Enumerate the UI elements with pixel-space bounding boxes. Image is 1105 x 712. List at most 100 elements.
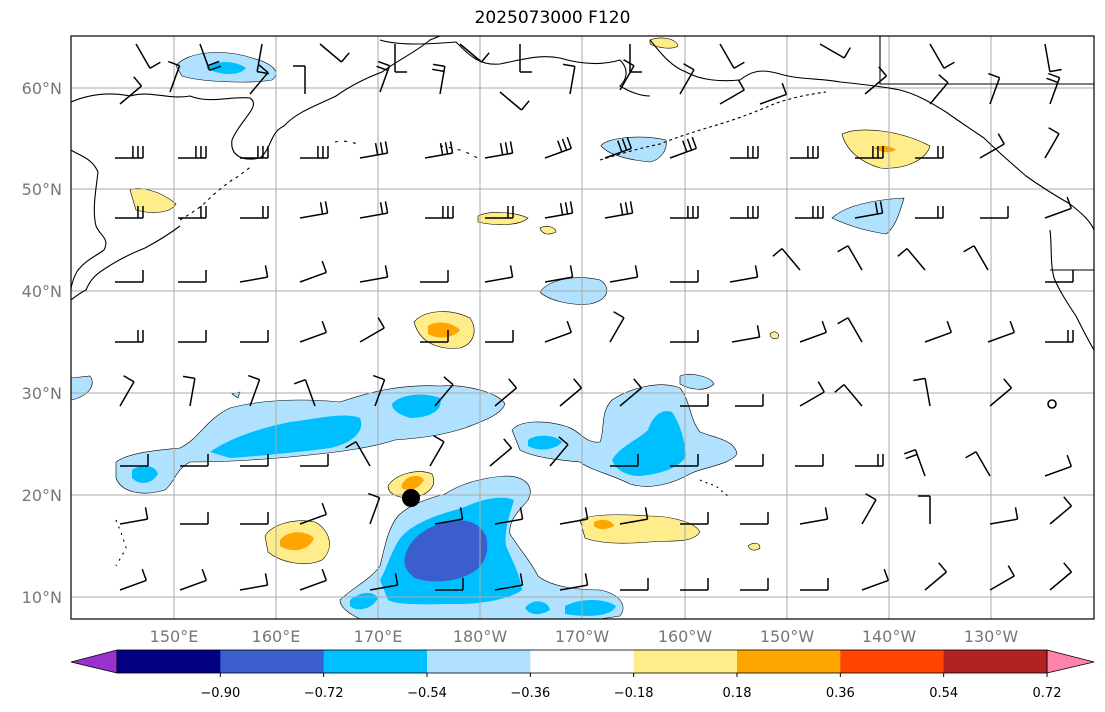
wind-barb [670,330,699,343]
wind-barb [484,141,514,159]
wind-barb [299,260,328,283]
wind-barb [799,507,829,525]
colorbar-cell [943,650,1048,673]
wind-barb [610,454,639,467]
wind-barb [182,375,196,407]
wind-barb [394,44,407,73]
lat-label: 20°N [22,486,62,505]
wind-barb [1049,496,1073,525]
wind-barb [299,201,329,219]
wind-barb [429,435,445,467]
wind-barb [424,141,454,159]
wind-barb [494,573,524,591]
colorbar-tick-label: −0.18 [614,686,654,701]
wind-barb [559,507,589,525]
aleutian-chain [599,91,827,161]
wind-barb [434,507,464,525]
wind-barb [178,206,207,219]
kuril-islands [179,165,253,221]
wind-barb [1044,127,1060,159]
lon-label: 170°W [555,627,610,646]
wind-barb [989,378,1013,407]
wind-barb [168,60,181,93]
wind-barb [293,378,316,407]
wind-barb [918,495,931,524]
wind-barb [119,507,149,525]
wind-barb [855,454,884,467]
wind-barb [115,206,144,219]
wind-barb [345,441,371,467]
pacific-islands [334,140,481,161]
hurricane-ring [1047,399,1057,409]
colorbar-tick-label: 0.72 [1033,686,1062,701]
wind-barb [719,43,745,69]
colorbar-cell [323,650,428,673]
hawaii [699,479,731,499]
wind-barb [903,448,926,477]
wind-barb [795,454,824,467]
storm-marker [402,489,420,507]
wind-barb [1045,270,1074,283]
wind-barb [359,265,389,283]
wind-barb [837,317,863,343]
wind-barb [988,72,1001,105]
wind-barb [368,492,381,525]
wind-barb [1044,196,1073,219]
wind-barb [924,562,948,591]
wind-barb [299,320,328,343]
wind-barb [494,507,524,525]
wind-barb [319,43,350,63]
graticule [71,36,1094,619]
colorbar-tick-label: 0.18 [723,686,752,701]
lon-label: 170°E [354,627,403,646]
wind-barb [119,76,143,105]
wind-barb [735,454,764,467]
wind-barb [376,60,391,93]
wind-barb [299,568,328,591]
wind-barb [799,320,828,343]
wind-barb [249,64,269,95]
wind-barb [499,91,530,111]
colorbar-max-extension [1046,649,1095,674]
colorbar-tick-label: 0.54 [929,686,958,701]
colorbar-cell [840,650,945,673]
wind-barb [180,512,209,525]
wind-barb [485,206,514,219]
wind-barb [549,436,569,467]
wind-barb [519,44,532,73]
wind-barb [359,201,389,219]
wind-barb [180,454,209,467]
wind-barb [795,206,824,219]
lon-label: 130°W [964,627,1019,646]
wind-barb [369,573,399,591]
wind-barb [680,578,709,591]
colorbar-cell [220,650,325,673]
lon-label: 140°W [862,627,917,646]
wind-barb [240,330,269,343]
lon-label: 160°W [658,627,713,646]
wind-barb [861,493,877,525]
na-west-coast [1049,229,1094,351]
wind-barb [544,265,574,283]
colorbar-cell [427,650,531,673]
wind-barb [135,43,161,69]
colorbar-cell [117,650,221,673]
asia-coast [71,36,441,160]
wind-barb [489,438,513,467]
wind-barb [855,146,884,159]
wind-barb [119,568,148,591]
wind-barb [1044,43,1062,73]
wind-barb [240,512,269,525]
wind-barb [432,63,446,95]
chukotka-coast [379,39,651,97]
wind-barb [562,63,576,95]
wind-barb [979,133,1005,159]
wind-barb [759,82,788,105]
wind-barb [729,265,759,283]
wind-barb [544,320,573,343]
wind-barb [619,378,643,407]
colorbar: −0.90 −0.72 −0.54 −0.36 −0.18 0.18 0.36 0.54 0.7… [70,649,1095,701]
wind-barb [459,43,490,63]
wind-barb [929,74,949,105]
lon-labels: 150°E 160°E 170°E 180°W 170°W 160°W 150°… [150,627,1019,646]
